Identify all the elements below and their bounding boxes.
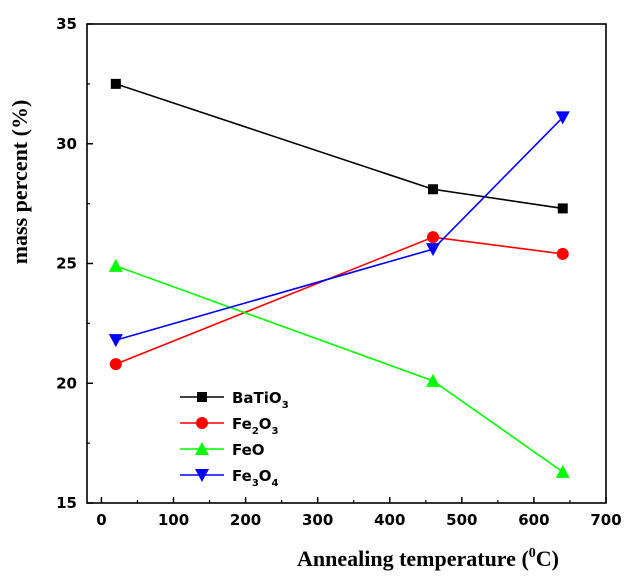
data-point-batio3 [428,184,438,195]
legend-label-batio3: BaTiO3 [232,389,289,411]
x-tick-label: 400 [374,511,405,529]
data-point-fe2o3 [556,247,569,260]
legend-item-fe3o4: Fe3O4 [180,467,279,489]
series-line-fe2o3 [115,236,563,365]
legend-label-feo: FeO [232,441,265,459]
x-tick-label: 300 [302,511,333,529]
series-line-fe3o4 [115,116,564,341]
data-point-batio3 [110,78,121,89]
data-point-fe3o4 [426,243,440,257]
data-point-feo [426,373,440,387]
data-point-fe2o3 [427,231,439,244]
legend-item-feo: FeO [180,441,265,459]
plot-frame [86,23,607,504]
x-axis-title: Annealing temperature (0C) [297,546,559,571]
legend-label-fe2o3: Fe2O3 [232,415,279,437]
y-axis-ticks: 15 20 25 30 35 [56,15,93,512]
legend-item-fe2o3: Fe2O3 [180,415,279,437]
x-axis-ticks: 0 100 200 300 400 500 600 700 [96,497,622,529]
legend: BaTiO3 Fe2O3 FeO Fe3O4 [180,389,289,489]
legend-marker-fe2o3 [196,417,208,429]
data-point-feo [555,464,570,478]
series-line-feo [115,265,564,473]
x-tick-label: 700 [590,511,621,529]
legend-label-fe3o4: Fe3O4 [232,467,279,489]
x-axis-title-superscript: 0 [529,546,536,561]
x-tick-label: 600 [518,511,549,529]
series-layer [108,78,570,478]
y-tick-label: 25 [56,255,77,273]
y-tick-label: 20 [56,374,77,392]
data-point-feo [108,258,123,272]
x-tick-label: 0 [96,511,106,529]
data-point-batio3 [557,203,568,214]
data-point-fe2o3 [109,358,122,371]
y-tick-label: 30 [56,135,77,153]
x-tick-label: 100 [158,511,189,529]
data-point-fe3o4 [108,334,123,348]
x-tick-label: 500 [446,511,477,529]
y-tick-label: 35 [56,15,77,33]
series-line-batio3 [115,83,563,210]
legend-marker-feo [195,442,209,455]
x-tick-label: 200 [230,511,261,529]
y-axis-title: mass percent (%) [7,100,32,265]
legend-marker-batio3 [197,392,207,402]
legend-marker-fe3o4 [195,469,209,482]
legend-item-batio3: BaTiO3 [180,389,289,411]
y-tick-label: 15 [56,494,77,512]
data-point-fe3o4 [555,111,570,125]
